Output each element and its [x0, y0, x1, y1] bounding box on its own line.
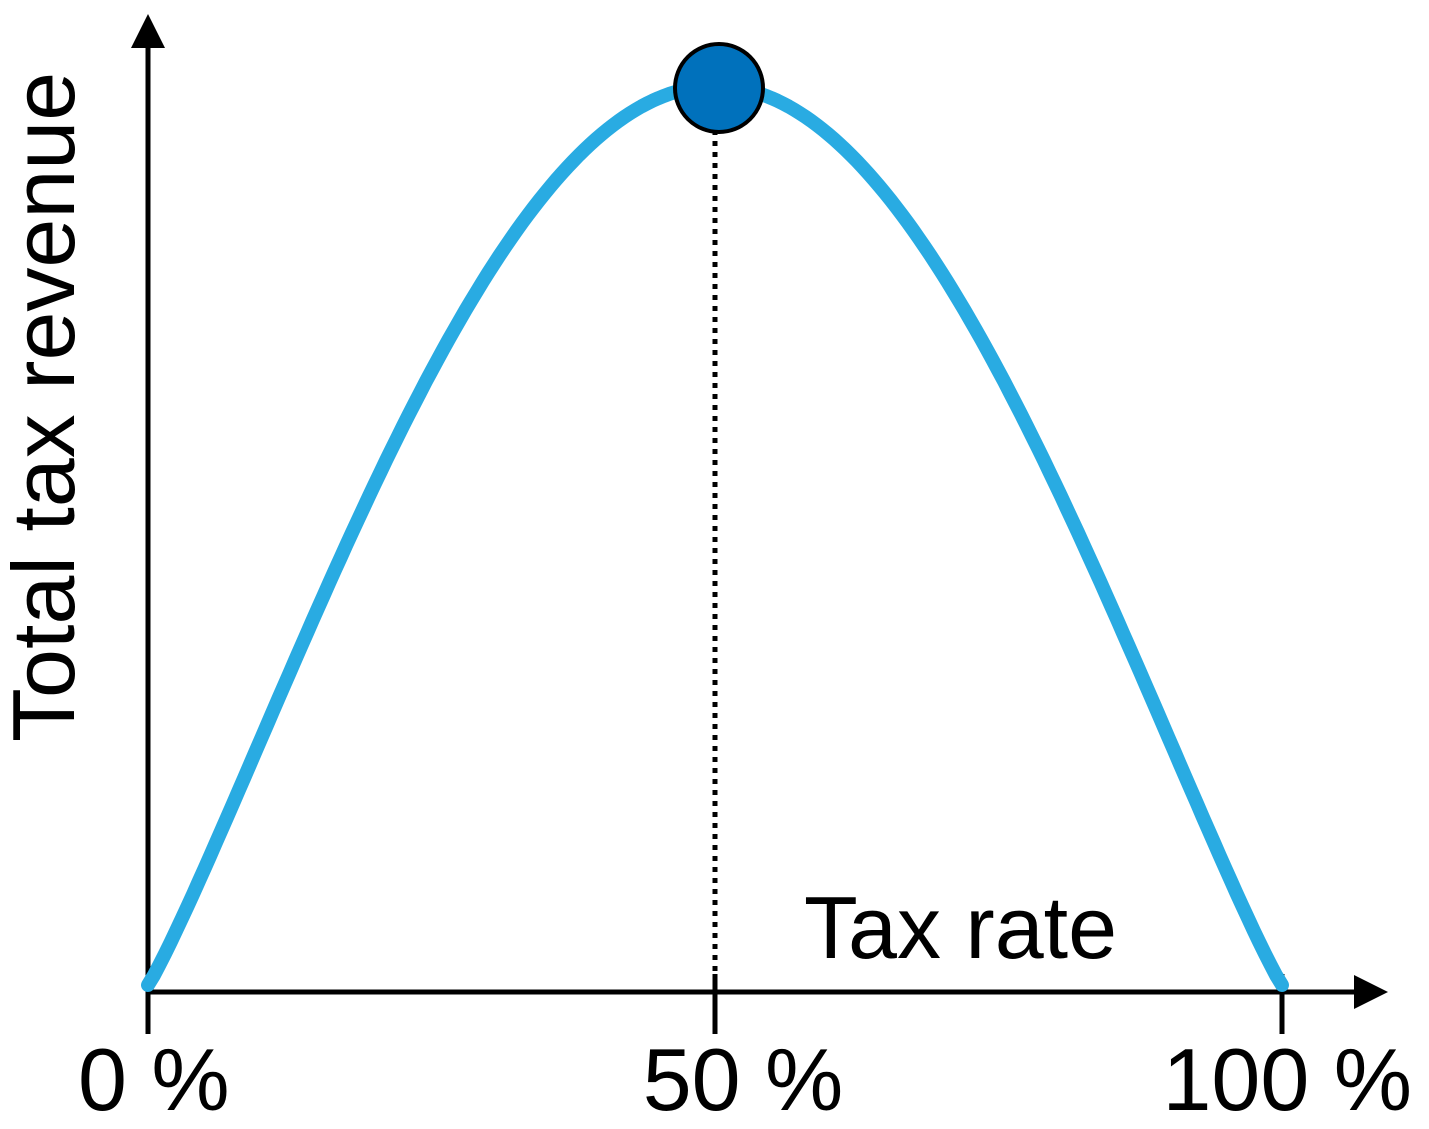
y-axis-title: Total tax revenue	[0, 72, 93, 742]
x-tick-label-0: 0 %	[78, 1030, 230, 1129]
x-axis-title: Tax rate	[804, 878, 1117, 977]
x-tick-label-50: 50 %	[643, 1030, 844, 1129]
peak-point	[673, 42, 765, 134]
y-axis-arrow	[131, 14, 165, 48]
chart-marks: 0 % 50 % 100 %	[78, 42, 1412, 1129]
x-axis-arrow	[1354, 975, 1388, 1009]
x-tick-label-100: 100 %	[1162, 1030, 1412, 1129]
